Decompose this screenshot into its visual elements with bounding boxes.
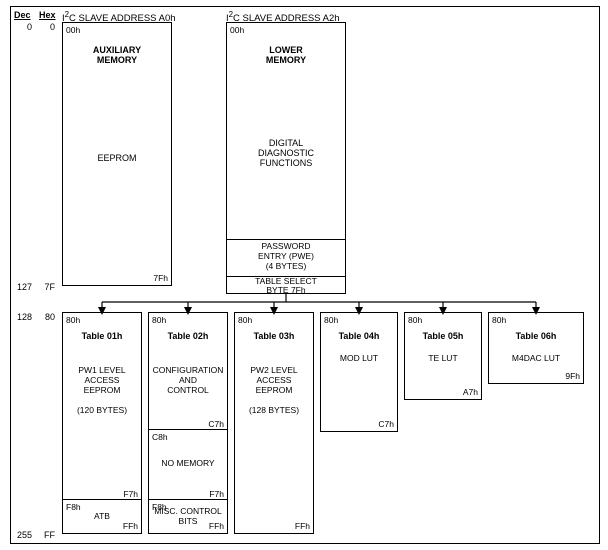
table-body: PW2 LEVEL ACCESS EEPROM (128 BYTES) <box>235 365 313 415</box>
table-box: 80h Table 03h PW2 LEVEL ACCESS EEPROM (128… <box>234 312 314 534</box>
addr-top: 80h <box>492 315 506 325</box>
addr-label: F7h <box>123 489 138 499</box>
addr-top: 80h <box>324 315 338 325</box>
table-title: Table 05h <box>405 331 481 341</box>
addr-bottom: FFh <box>209 521 224 531</box>
addr-top: 80h <box>238 315 252 325</box>
addr-00h: 00h <box>66 25 80 35</box>
addr-label: C7h <box>208 419 224 429</box>
addr-7fh: 7Fh <box>153 273 168 283</box>
lower-memory-title: LOWER MEMORY <box>227 45 345 65</box>
diagnostic-label: DIGITAL DIAGNOSTIC FUNCTIONS <box>227 138 345 168</box>
table-title: Table 06h <box>489 331 583 341</box>
table-title: Table 02h <box>149 331 227 341</box>
scale-hex: FF <box>0 530 55 540</box>
table-title: Table 04h <box>321 331 397 341</box>
table-body: PW1 LEVEL ACCESS EEPROM (120 BYTES) <box>63 365 141 415</box>
scale-hex: 0 <box>0 22 55 32</box>
table-box: 80h Table 06h M4DAC LUT 9Fh <box>488 312 584 384</box>
scale-hex: 80 <box>0 312 55 322</box>
column-header-dec: Dec <box>14 10 31 20</box>
table-box: 80h Table 05h TE LUT A7h <box>404 312 482 400</box>
addr-bottom: C7h <box>378 419 394 429</box>
table-lower-body: ATB <box>63 511 141 521</box>
column-header-hex: Hex <box>39 10 56 20</box>
table-divider <box>63 499 141 500</box>
auxiliary-memory-title: AUXILIARY MEMORY <box>63 45 171 65</box>
addr-00h-b: 00h <box>230 25 244 35</box>
addr-bottom: 9Fh <box>565 371 580 381</box>
table-box: 80h Table 01h PW1 LEVEL ACCESS EEPROM (120… <box>62 312 142 534</box>
table-mid-body: NO MEMORY <box>149 458 227 468</box>
table-body: CONFIGURATION AND CONTROL <box>149 365 227 395</box>
password-entry-label: PASSWORD ENTRY (PWE) (4 BYTES) <box>227 241 345 271</box>
addr-label: F7h <box>209 489 224 499</box>
diagram-canvas: Dec Hex 001277F12880255FF I2C SLAVE ADDR… <box>0 0 608 550</box>
table-body: M4DAC LUT <box>489 353 583 363</box>
table-select-label: TABLE SELECT BYTE 7Fh <box>227 277 345 294</box>
addr-bottom: A7h <box>463 387 478 397</box>
addr-label: C8h <box>152 432 168 442</box>
addr-top: 80h <box>152 315 166 325</box>
table-divider <box>149 499 227 500</box>
auxiliary-memory-box: 00h AUXILIARY MEMORY EEPROM 7Fh <box>62 22 172 286</box>
addr-top: 80h <box>408 315 422 325</box>
scale-hex: 7F <box>0 282 55 292</box>
addr-bottom: FFh <box>295 521 310 531</box>
table-body: MOD LUT <box>321 353 397 363</box>
table-body: TE LUT <box>405 353 481 363</box>
table-title: Table 01h <box>63 331 141 341</box>
divider-pwe <box>227 239 345 240</box>
table-title: Table 03h <box>235 331 313 341</box>
addr-bottom: FFh <box>123 521 138 531</box>
lower-memory-box: 00h LOWER MEMORY DIGITAL DIAGNOSTIC FUNC… <box>226 22 346 294</box>
addr-top: 80h <box>66 315 80 325</box>
table-divider <box>149 429 227 430</box>
eeprom-label: EEPROM <box>63 153 171 163</box>
table-box: 80h Table 04h MOD LUT C7h <box>320 312 398 432</box>
table-box: 80h Table 02h CONFIGURATION AND CONTROL C7h… <box>148 312 228 534</box>
